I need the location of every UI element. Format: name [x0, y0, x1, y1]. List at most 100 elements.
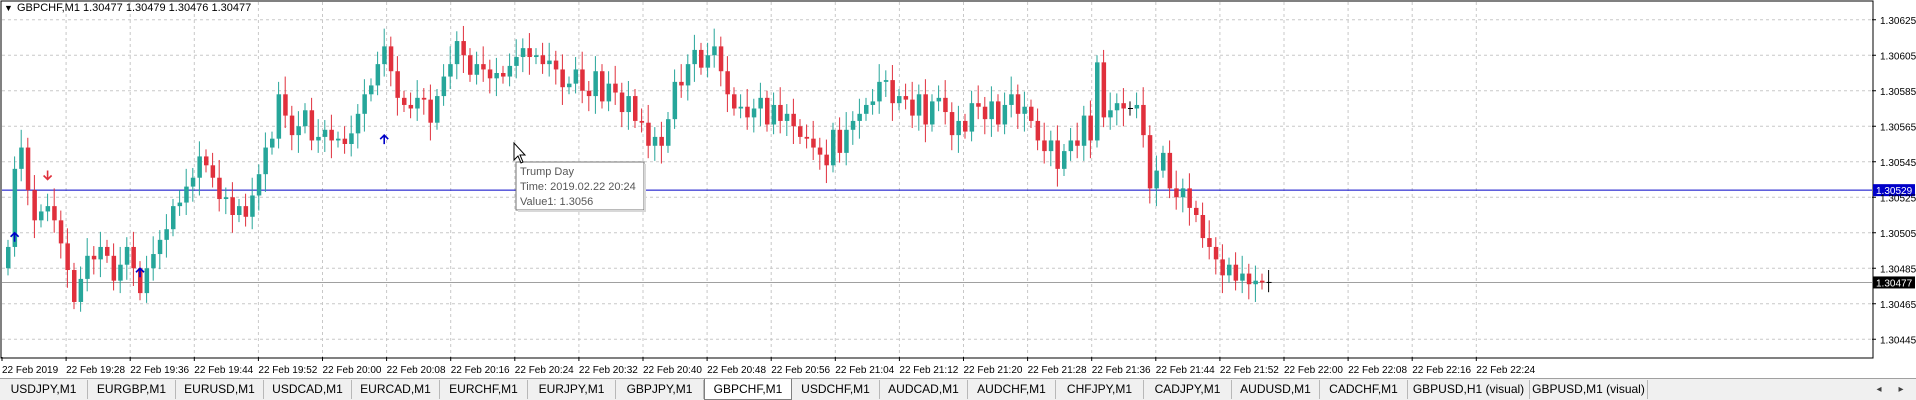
- tab-gbpchf-m1[interactable]: GBPCHF,M1: [704, 379, 792, 400]
- candle: [798, 119, 803, 144]
- candle: [903, 83, 909, 110]
- candle: [316, 119, 321, 153]
- tab-audchf-m1[interactable]: AUDCHF,M1: [968, 380, 1056, 399]
- candle: [897, 88, 902, 111]
- candle: [553, 50, 559, 85]
- candle: [831, 122, 836, 173]
- candle: [111, 243, 117, 291]
- candle: [580, 51, 585, 104]
- candle: [725, 56, 730, 113]
- time-tick-label: 22 Feb 20:40: [643, 365, 702, 376]
- candle: [19, 129, 24, 182]
- candle: [468, 48, 473, 82]
- candle: [98, 231, 103, 278]
- price-chart[interactable]: 1.30529 1.30477 1.30625 1.30605 1.30585 1.30…: [0, 0, 1916, 378]
- candle: [210, 152, 216, 188]
- candle: [382, 28, 387, 77]
- tab-gbpusd-h1-visual[interactable]: GBPUSD,H1 (visual): [1408, 380, 1530, 399]
- tooltip-value: Value1: 1.3056: [520, 196, 593, 208]
- candle: [784, 104, 790, 137]
- candle: [705, 42, 711, 78]
- candle: [58, 210, 64, 259]
- time-tick-label: 22 Feb 20:48: [707, 365, 766, 376]
- candle: [1161, 145, 1166, 178]
- candle: [837, 117, 843, 163]
- candle: [877, 64, 882, 114]
- candle: [362, 79, 367, 132]
- price-tick-label: 1.30485: [1880, 264, 1916, 275]
- candle: [1108, 92, 1113, 130]
- price-tick-label: 1.30585: [1880, 87, 1916, 98]
- level-price-badge: [1873, 184, 1915, 197]
- tab-cadjpy-m1[interactable]: CADJPY,M1: [1144, 380, 1232, 399]
- candle: [1220, 244, 1225, 294]
- tooltip-box: [515, 161, 645, 211]
- tab-gbpjpy-m1[interactable]: GBPJPY,M1: [616, 380, 704, 399]
- candle: [646, 104, 651, 159]
- candle: [1088, 100, 1093, 159]
- candle: [916, 84, 922, 131]
- candle: [1227, 257, 1232, 283]
- candle: [303, 103, 308, 134]
- candle: [1147, 125, 1153, 204]
- time-tick-label: 22 Feb 22:16: [1412, 365, 1471, 376]
- candle: [1002, 92, 1008, 135]
- candle: [1167, 140, 1173, 199]
- header-dropdown-icon[interactable]: ▼: [4, 3, 13, 13]
- candle: [283, 76, 288, 129]
- tab-gbpusd-m1-visual[interactable]: GBPUSD,M1 (visual): [1530, 380, 1648, 399]
- candle: [428, 84, 433, 141]
- tab-eurgbp-m1[interactable]: EURGBP,M1: [88, 380, 176, 399]
- candle: [1180, 178, 1186, 213]
- candle: [375, 51, 381, 96]
- candle: [1154, 155, 1159, 207]
- tab-scroll-right-icon[interactable]: ▸: [1898, 384, 1904, 395]
- tab-eurchf-m1[interactable]: EURCHF,M1: [440, 380, 528, 399]
- candle: [184, 168, 189, 215]
- tab-usdjpy-m1[interactable]: USDJPY,M1: [0, 380, 88, 399]
- tab-usdchf-m1[interactable]: USDCHF,M1: [792, 380, 880, 399]
- candle: [540, 42, 546, 74]
- price-axis: 1.30625 1.30605 1.30585 1.30565 1.30545 1.305…: [1872, 16, 1916, 346]
- candle: [164, 214, 169, 258]
- tab-usdcad-m1[interactable]: USDCAD,M1: [264, 380, 352, 399]
- candle: [243, 193, 249, 227]
- price-tick-label: 1.30525: [1880, 193, 1916, 204]
- candle: [659, 121, 664, 164]
- candle: [124, 237, 130, 280]
- tab-eurcad-m1[interactable]: EURCAD,M1: [352, 380, 440, 399]
- candle: [949, 102, 955, 151]
- candle: [369, 78, 374, 102]
- candle: [844, 112, 849, 166]
- candle: [718, 36, 724, 87]
- candle: [441, 64, 447, 106]
- candle: [250, 177, 255, 230]
- tab-eurusd-m1[interactable]: EURUSD,M1: [176, 380, 264, 399]
- tab-audcad-m1[interactable]: AUDCAD,M1: [880, 380, 968, 399]
- time-tick-label: 22 Feb 20:16: [451, 365, 510, 376]
- candle: [804, 124, 810, 149]
- candle: [1134, 92, 1140, 119]
- candle: [105, 239, 110, 263]
- tab-scroll-left-icon[interactable]: ◂: [1876, 384, 1882, 395]
- price-badge-label: 1.30529: [1876, 186, 1913, 197]
- candle: [1114, 93, 1120, 126]
- candle: [151, 236, 156, 281]
- tab-chfjpy-m1[interactable]: CHFJPY,M1: [1056, 380, 1144, 399]
- candle: [1121, 88, 1126, 127]
- candle: [1240, 255, 1245, 294]
- tab-cadchf-m1[interactable]: CADCHF,M1: [1320, 380, 1408, 399]
- candle: [791, 98, 796, 144]
- time-tick-label: 22 Feb 21:28: [1028, 365, 1087, 376]
- candle: [745, 88, 750, 130]
- candle: [388, 36, 394, 87]
- tab-audusd-m1[interactable]: AUDUSD,M1: [1232, 380, 1320, 399]
- candle: [474, 51, 480, 85]
- tab-eurjpy-m1[interactable]: EURJPY,M1: [528, 380, 616, 399]
- candle: [778, 87, 783, 134]
- candle: [1246, 263, 1252, 300]
- candle: [560, 54, 565, 105]
- candle: [78, 266, 84, 312]
- candle: [1128, 101, 1133, 116]
